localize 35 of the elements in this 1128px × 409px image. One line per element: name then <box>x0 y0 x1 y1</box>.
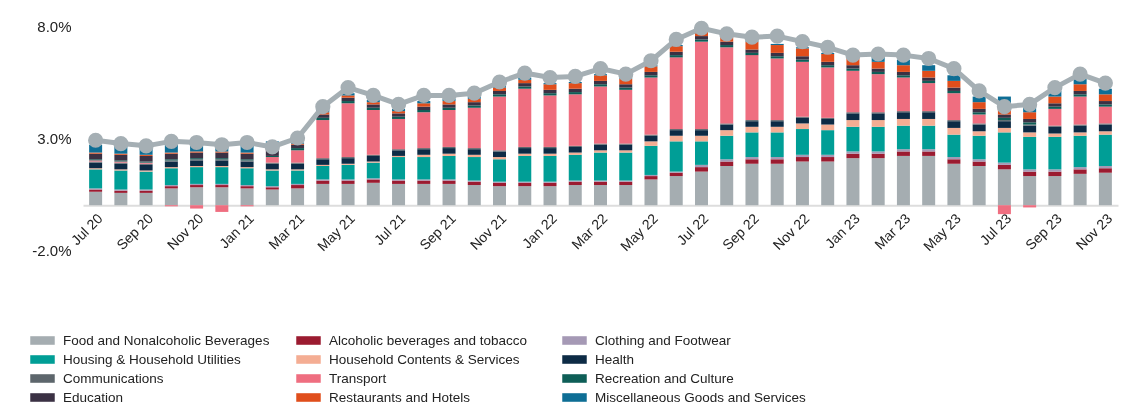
legend-label: Alcoholic beverages and tobacco <box>329 332 528 348</box>
x-tick-label: Sep 21 <box>416 210 460 253</box>
legend-label: Health <box>595 351 635 367</box>
x-tick-label: Jan 21 <box>215 210 258 252</box>
x-tick-label: Mar 21 <box>265 210 308 253</box>
x-tick-label: Jul 23 <box>976 210 1015 249</box>
legend-label: Housing & Household Utilities <box>63 351 242 367</box>
legend-label: Recreation and Culture <box>595 370 734 386</box>
x-tick-label: Mar 23 <box>871 210 914 253</box>
x-tick-label: Sep 20 <box>113 210 157 253</box>
x-tick-label: Jul 21 <box>370 210 409 249</box>
legend-label: Communications <box>63 370 164 386</box>
x-tick-label: May 23 <box>920 210 964 255</box>
legend-label: Clothing and Footwear <box>595 332 732 348</box>
x-tick-label: May 22 <box>617 210 662 255</box>
x-tick-label: Jan 23 <box>821 210 863 252</box>
x-tick-label: Nov 22 <box>769 210 813 253</box>
legend-label: Restaurants and Hotels <box>329 389 471 405</box>
y-tick-label: -2.0% <box>32 241 72 259</box>
y-tick-label: 3.0% <box>37 129 72 147</box>
legend-label: Food and Nonalcoholic Beverages <box>63 332 270 348</box>
y-tick-label: 8.0% <box>37 17 72 35</box>
x-tick-label: Nov 21 <box>466 210 510 253</box>
x-tick-label: Sep 22 <box>719 210 763 253</box>
x-tick-label: Sep 23 <box>1022 210 1065 253</box>
legend-label: Household Contents & Services <box>329 351 520 367</box>
legend-label: Miscellaneous Goods and Services <box>595 389 807 405</box>
x-tick-label: Nov 23 <box>1072 210 1116 253</box>
x-tick-label: Jan 22 <box>518 210 561 252</box>
x-tick-label: May 21 <box>314 210 359 255</box>
x-tick-label: Jul 22 <box>673 210 712 249</box>
legend-label: Transport <box>329 370 387 386</box>
legend-label: Education <box>63 389 124 405</box>
x-tick-label: Mar 22 <box>568 210 611 253</box>
x-tick-label: Nov 20 <box>163 210 207 253</box>
